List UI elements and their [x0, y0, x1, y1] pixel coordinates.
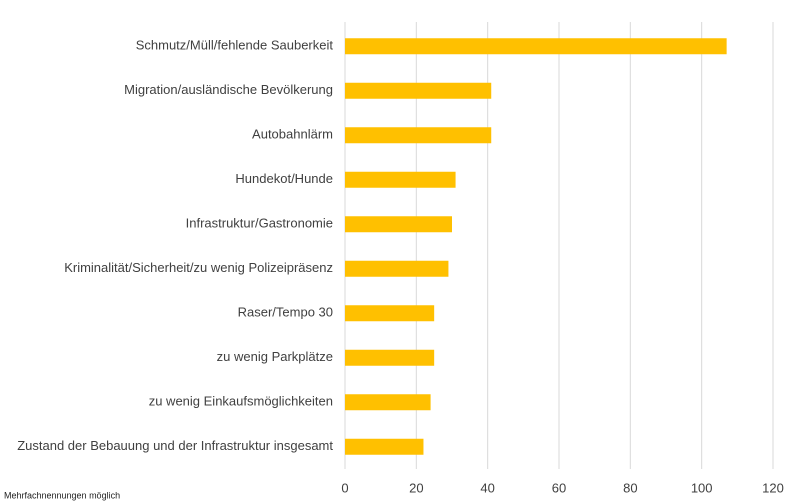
y-tick-label: Raser/Tempo 30 [238, 305, 333, 320]
bar [345, 305, 435, 322]
footnote: Mehrfachnennungen möglich [4, 490, 120, 500]
bar [345, 127, 492, 144]
bar [345, 438, 424, 455]
bar [345, 216, 452, 233]
x-tick-label: 40 [480, 480, 494, 495]
y-tick-label: Infrastruktur/Gastronomie [186, 216, 333, 231]
x-tick-label: 20 [409, 480, 423, 495]
y-tick-label: Hundekot/Hunde [235, 171, 333, 186]
y-tick-label: zu wenig Parkplätze [217, 349, 333, 364]
y-tick-label: Autobahnlärm [252, 127, 333, 142]
y-tick-label: zu wenig Einkaufsmöglichkeiten [149, 394, 333, 409]
y-tick-label: Kriminalität/Sicherheit/zu wenig Polizei… [64, 260, 333, 275]
bar [345, 82, 492, 99]
x-tick-label: 80 [623, 480, 637, 495]
x-tick-label: 60 [552, 480, 566, 495]
y-tick-label: Migration/ausländische Bevölkerung [124, 82, 333, 97]
bar [345, 349, 435, 366]
y-tick-label: Zustand der Bebauung und der Infrastrukt… [17, 438, 333, 453]
x-tick-label: 120 [762, 480, 784, 495]
y-tick-label: Schmutz/Müll/fehlende Sauberkeit [136, 38, 334, 53]
x-tick-label: 100 [691, 480, 713, 495]
bar [345, 171, 456, 188]
bar [345, 260, 449, 277]
x-tick-label: 0 [341, 480, 348, 495]
bar [345, 38, 727, 55]
bar [345, 394, 431, 411]
